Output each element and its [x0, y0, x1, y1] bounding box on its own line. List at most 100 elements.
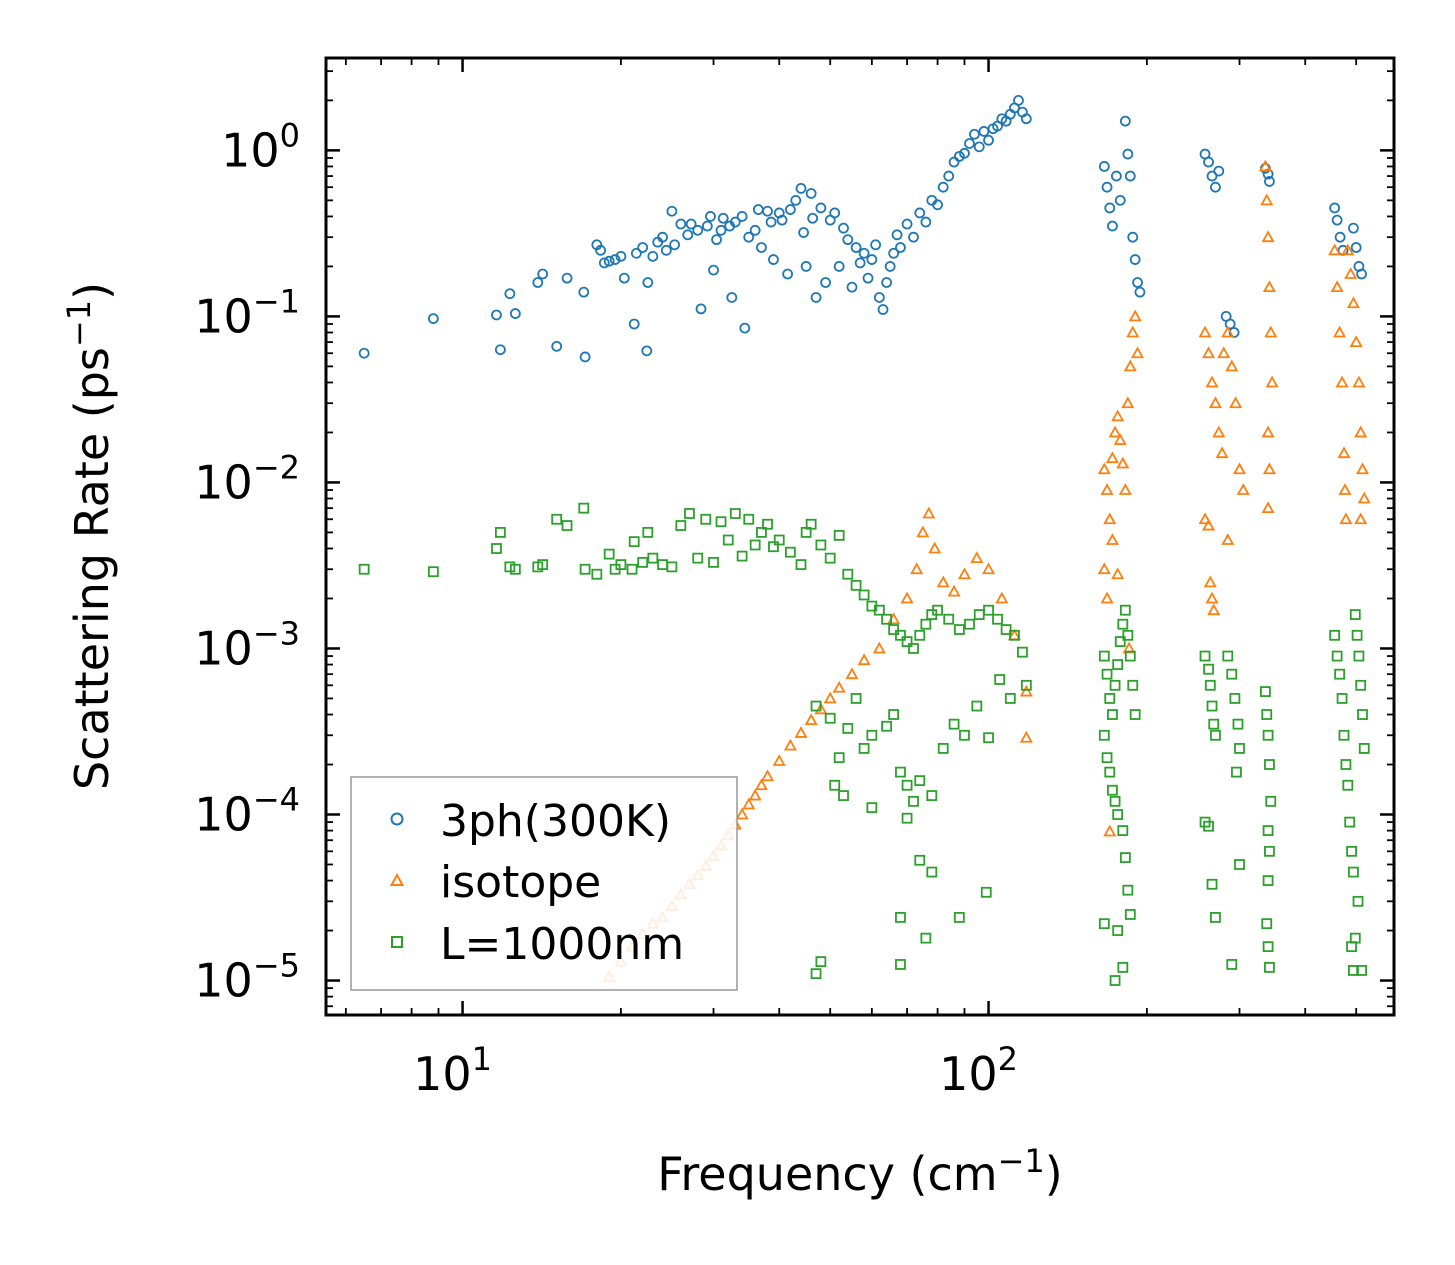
data-point [641, 345, 653, 357]
data-point [959, 147, 970, 159]
data-point [1262, 941, 1274, 953]
data-point [1129, 254, 1141, 265]
data-point [615, 559, 627, 570]
data-point [795, 559, 807, 570]
data-point [877, 304, 889, 315]
data-point [1331, 214, 1343, 226]
data-point [754, 778, 768, 791]
data-point [1261, 230, 1275, 243]
data-point [820, 277, 831, 288]
data-point [1353, 650, 1365, 662]
data-point [947, 584, 961, 597]
data-point [850, 693, 862, 704]
data-point [895, 242, 906, 253]
data-point [491, 543, 502, 554]
data-point [1221, 325, 1235, 338]
data-point [1213, 165, 1225, 177]
data-point [1341, 243, 1355, 256]
data-point [932, 604, 943, 616]
data-point [994, 674, 1006, 685]
data-point [722, 534, 734, 546]
data-point [749, 539, 761, 551]
data-point [1111, 567, 1125, 580]
data-point [1103, 512, 1117, 525]
axis-ticks [326, 58, 1394, 1015]
data-point [1098, 161, 1110, 172]
x-tick-label: 102 [939, 1040, 1018, 1101]
data-point [784, 204, 796, 215]
data-point [1112, 809, 1124, 820]
data-point [810, 968, 822, 980]
data-point [1258, 159, 1272, 172]
data-point [1119, 604, 1131, 616]
data-point [1207, 603, 1221, 616]
y-tick-label: 10−1 [194, 282, 300, 343]
data-point [891, 229, 903, 241]
data-point [937, 743, 949, 754]
data-point [726, 292, 738, 303]
data-point [701, 220, 713, 232]
legend-label-l1000nm: L=1000nm [440, 919, 684, 970]
data-point [1346, 941, 1357, 953]
data-point [959, 729, 970, 741]
data-point [842, 723, 854, 734]
series-L=1000nm [358, 502, 1370, 986]
data-point [1206, 878, 1218, 890]
data-point [561, 520, 573, 531]
data-point [1330, 280, 1344, 293]
x-axis-label: Frequency (cm−1) [657, 1142, 1062, 1201]
data-point [551, 340, 563, 352]
data-point [1346, 296, 1360, 309]
data-point [692, 224, 704, 236]
data-point [773, 534, 785, 546]
data-point [914, 629, 926, 641]
data-point [1105, 533, 1119, 545]
data-point [1114, 194, 1126, 206]
data-point [908, 231, 919, 243]
legend-label-isotope: isotope [440, 857, 601, 908]
data-point [1346, 845, 1357, 857]
data-point [982, 562, 996, 575]
data-point [1117, 961, 1129, 973]
y-tick-label: 10−2 [194, 448, 300, 509]
data-point [805, 518, 817, 530]
data-point [1208, 718, 1220, 730]
data-point [1262, 729, 1274, 741]
data-point [711, 234, 722, 246]
data-point [783, 738, 797, 751]
data-point [628, 318, 640, 330]
data-point [824, 712, 836, 724]
data-point [782, 268, 794, 280]
data-point [881, 277, 893, 288]
data-point [1004, 693, 1016, 704]
data-point [1259, 686, 1271, 697]
data-point [850, 579, 862, 591]
data-point [804, 713, 818, 726]
data-point [1262, 280, 1276, 293]
data-point [1104, 202, 1116, 214]
data-point [1349, 609, 1361, 620]
data-point [708, 264, 719, 276]
data-point [980, 886, 992, 898]
data-point [1232, 718, 1244, 730]
data-point [873, 604, 885, 616]
data-point [824, 552, 836, 564]
data-point [888, 624, 900, 635]
data-point [1019, 730, 1033, 743]
data-point [1204, 679, 1216, 691]
data-point [1260, 193, 1274, 206]
data-point [1108, 425, 1122, 438]
data-point [1229, 693, 1241, 704]
data-point [1262, 825, 1274, 836]
data-point [532, 277, 544, 288]
data-point [1121, 396, 1135, 409]
data-point [695, 303, 707, 315]
data-point [1124, 650, 1136, 662]
data-point [1334, 668, 1346, 680]
data-point [1126, 325, 1140, 338]
data-point [1134, 286, 1146, 298]
data-point [1104, 693, 1116, 704]
data-point [1119, 115, 1131, 127]
data-point [1221, 533, 1235, 545]
data-point [637, 556, 649, 568]
